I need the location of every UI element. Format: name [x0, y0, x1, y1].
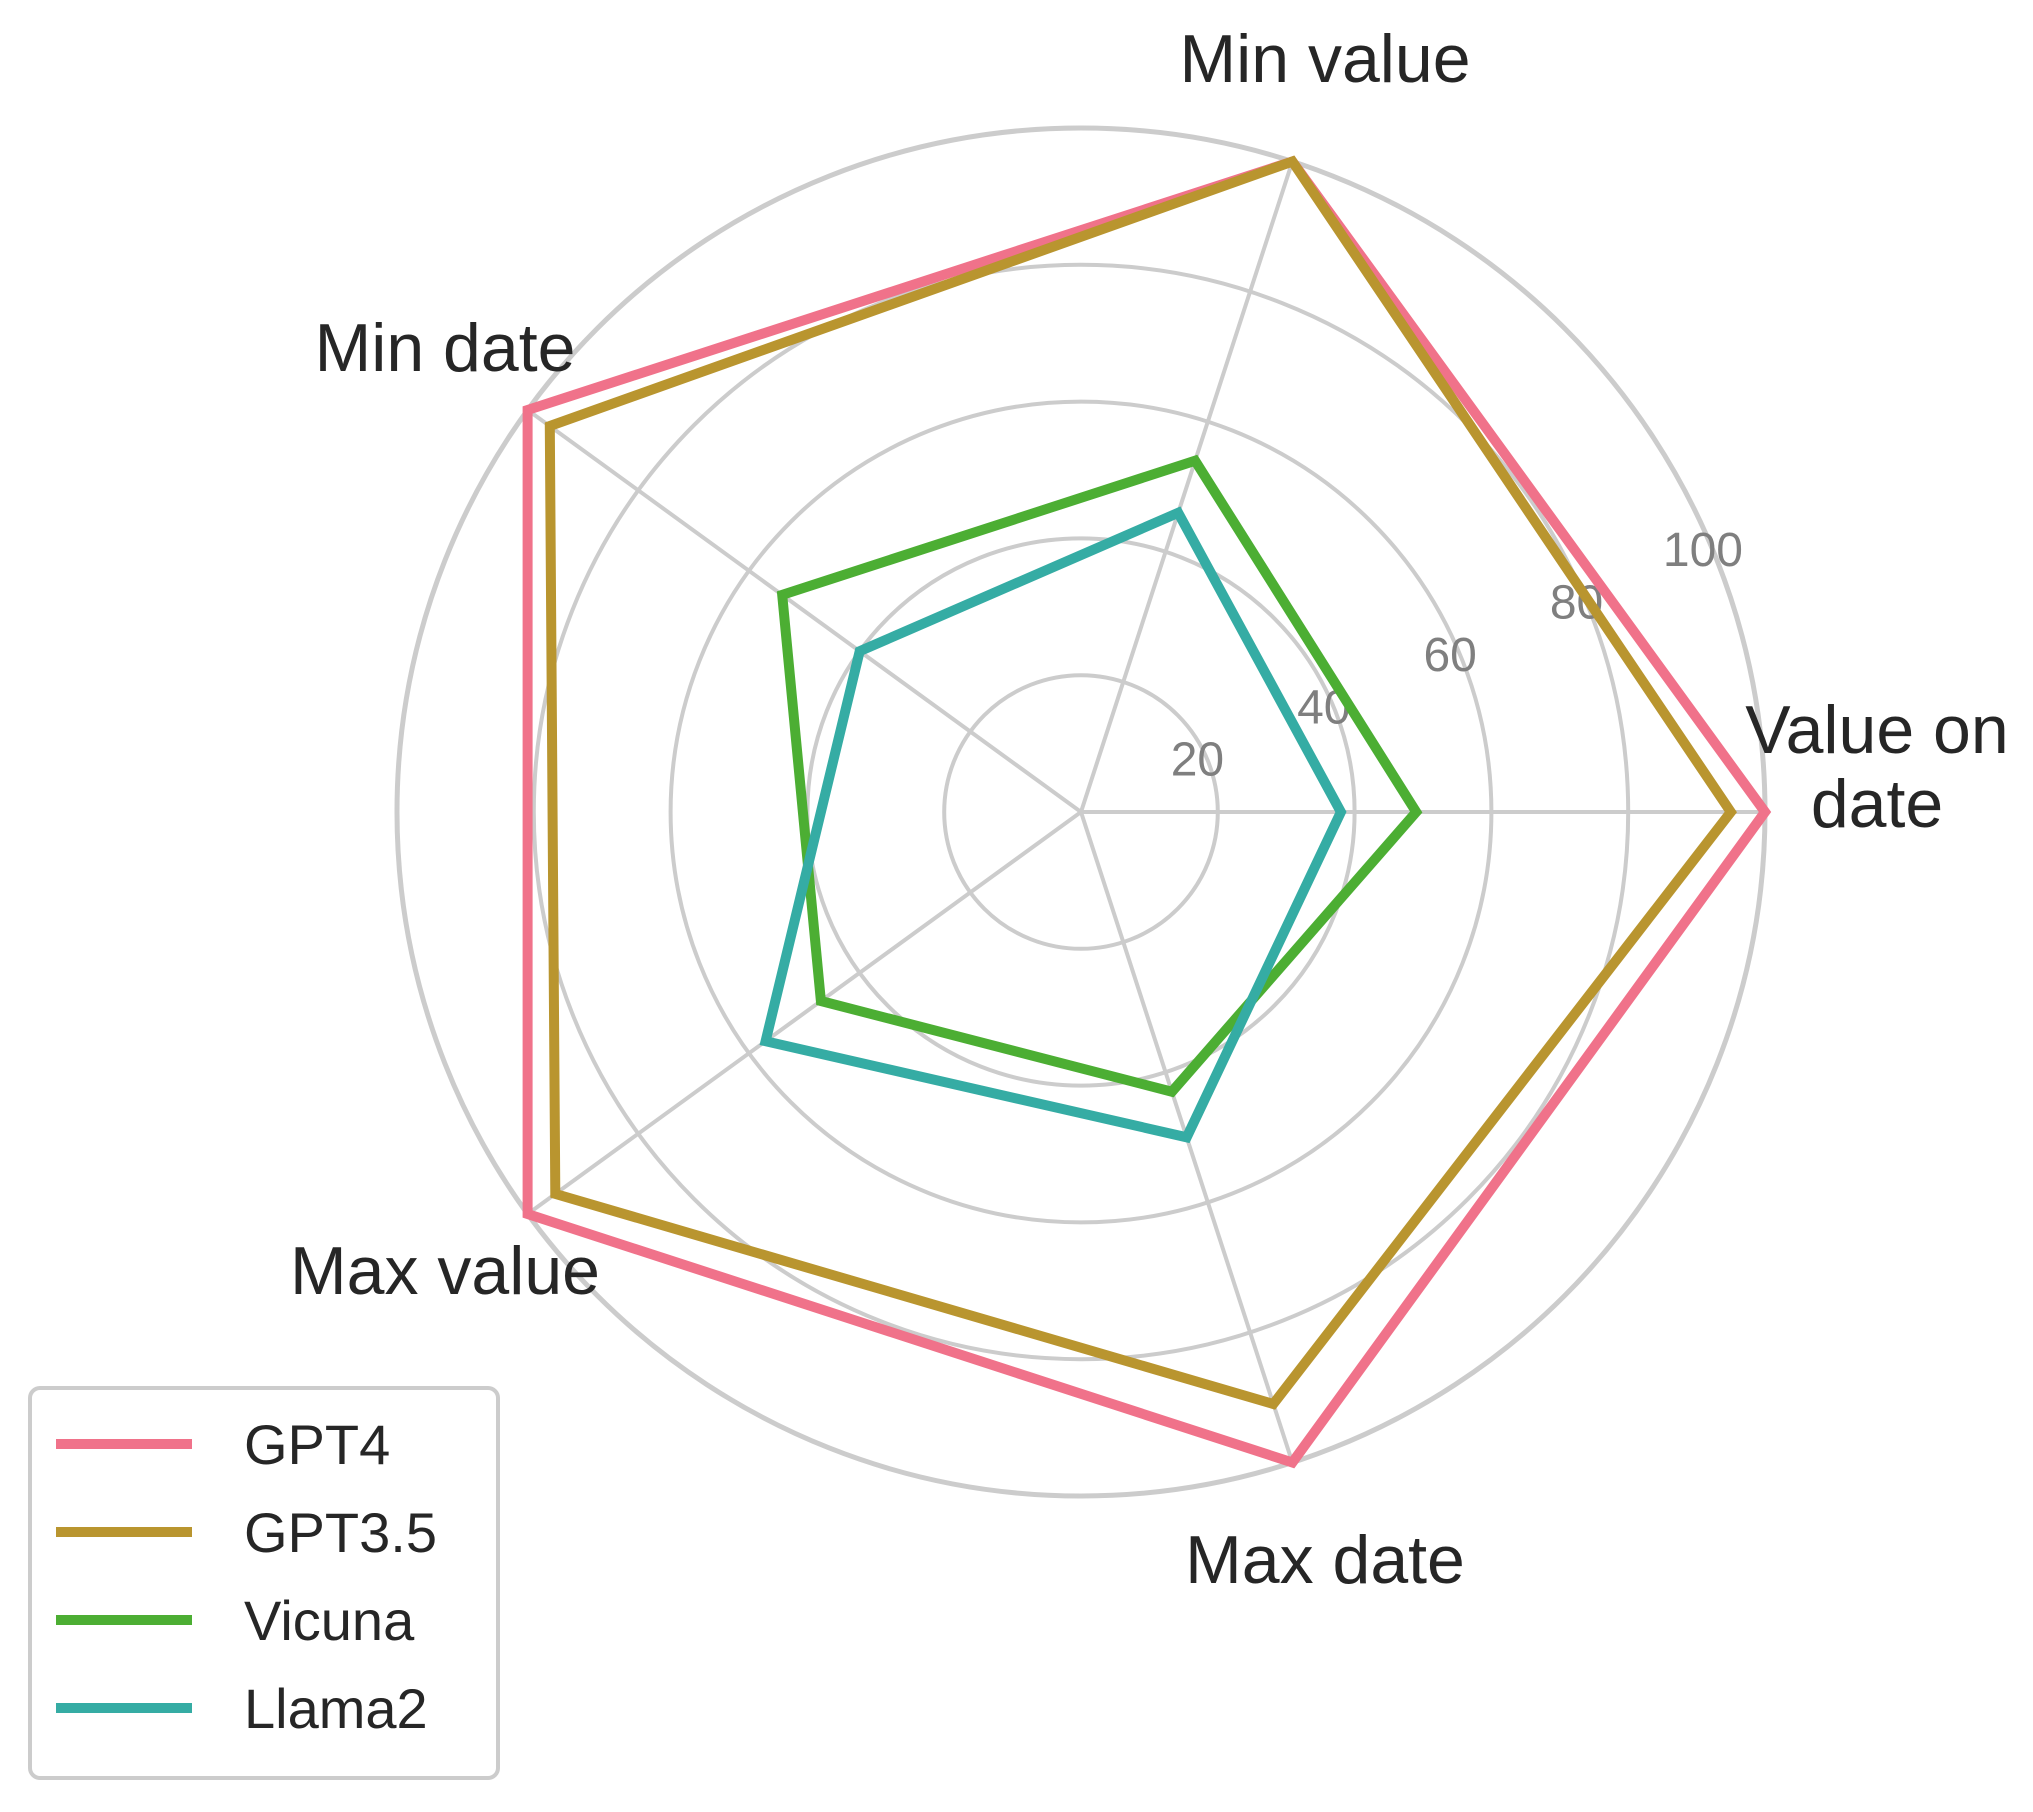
- legend: GPT4 GPT3.5 Vicuna Llama2: [28, 1386, 500, 1780]
- category-label: Value on date: [1745, 692, 2008, 842]
- grid-layer: [394, 125, 1768, 1499]
- legend-label: Vicuna: [244, 1589, 415, 1652]
- series-line-gpt3-5: [544, 155, 1737, 1410]
- legend-box: [28, 1386, 500, 1780]
- legend-label: Llama2: [244, 1677, 428, 1740]
- series-line-vicuna: [776, 454, 1423, 1098]
- spoke-line: [526, 408, 1083, 814]
- spoke-line: [1079, 160, 1295, 813]
- spoke-line: [526, 810, 1083, 1216]
- category-label: Max value: [290, 1233, 600, 1309]
- legend-label: GPT4: [244, 1413, 390, 1476]
- radial-tick-label: 20: [1171, 734, 1224, 787]
- category-label: Max date: [1185, 1522, 1465, 1598]
- series-line-llama2: [759, 506, 1347, 1144]
- category-labels: Value on date Min value Min date Max value Ma…: [290, 21, 2009, 1598]
- radial-tick-label: 100: [1663, 524, 1743, 577]
- category-label: Min date: [315, 310, 576, 386]
- series-layer: [522, 155, 1772, 1469]
- legend-label: GPT3.5: [244, 1501, 437, 1564]
- category-label: Min value: [1179, 21, 1470, 97]
- radial-tick-label: 60: [1423, 629, 1476, 682]
